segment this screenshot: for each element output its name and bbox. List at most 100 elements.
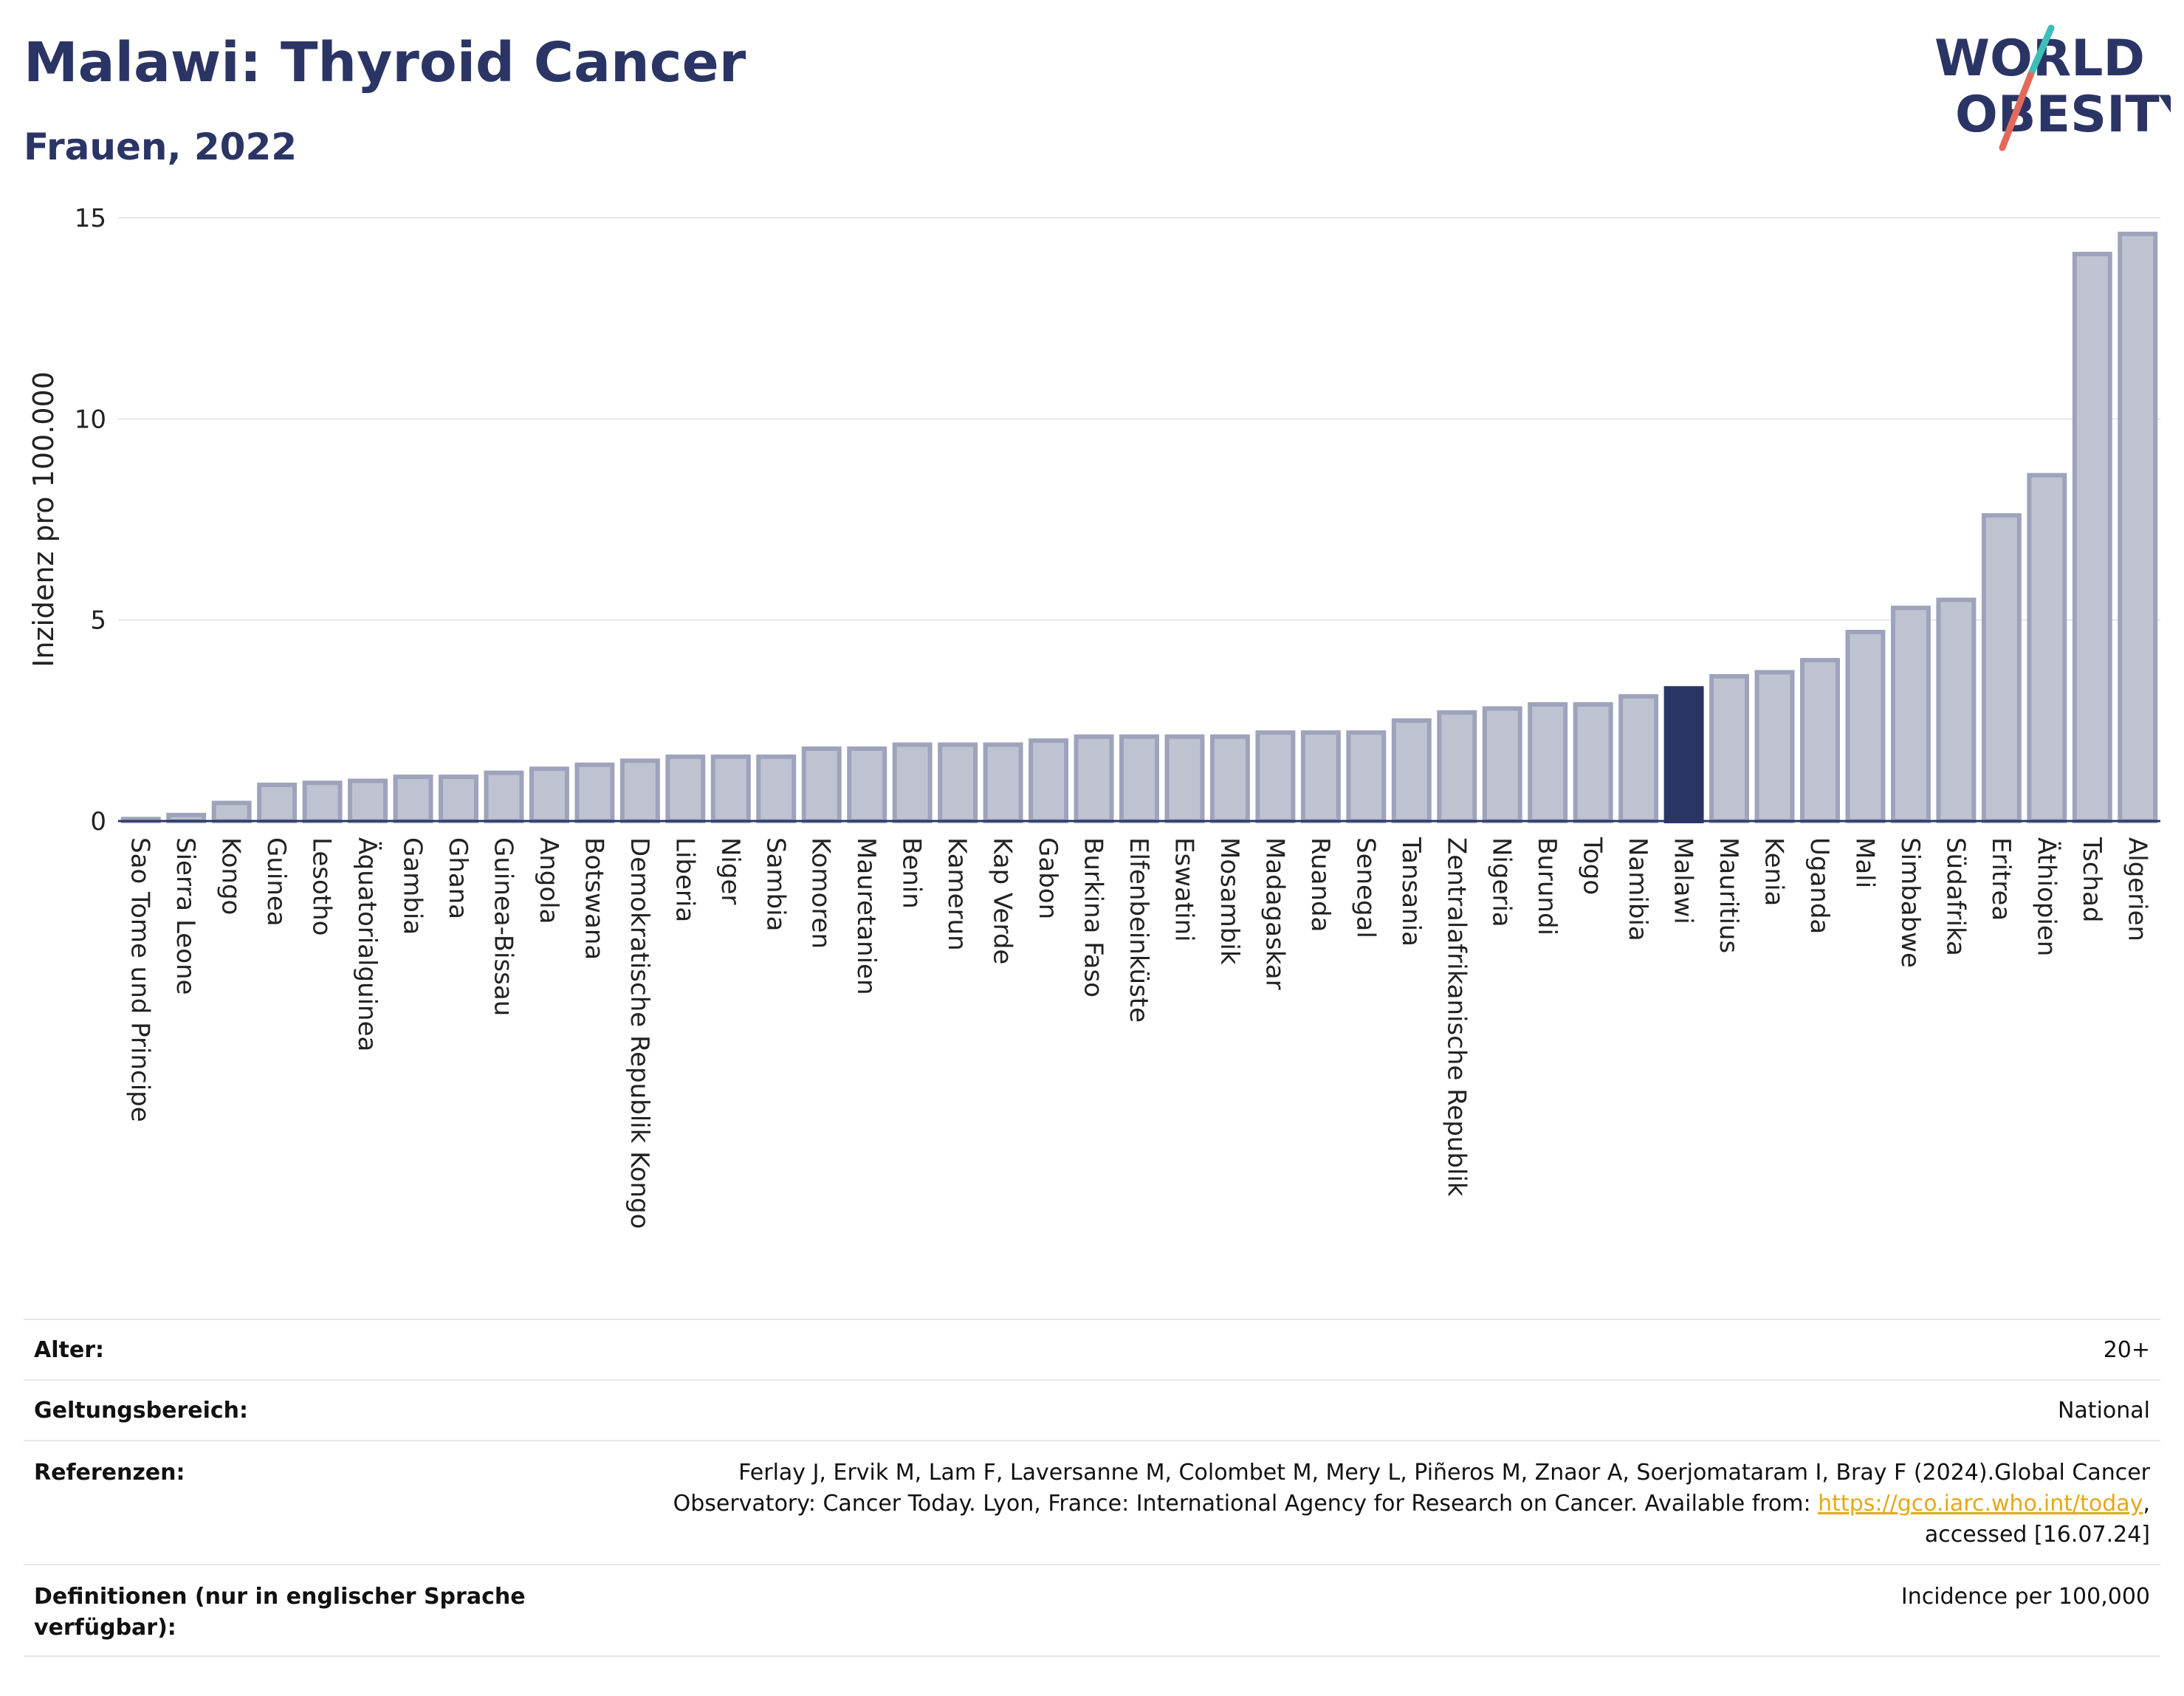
meta-label-scope: Geltungsbereich: [34, 1398, 249, 1424]
bar [1528, 702, 1568, 824]
bar [302, 780, 343, 824]
meta-value-age: 20+ [2103, 1337, 2150, 1363]
bar [1482, 706, 1522, 824]
reference-link[interactable]: https://gco.iarc.who.int/today [1818, 1491, 2143, 1517]
meta-row-references: Referenzen: Ferlay J, Ervik M, Lam F, La… [24, 1440, 2160, 1565]
bar [529, 766, 569, 824]
meta-row-scope: Geltungsbereich: National [24, 1379, 2160, 1441]
logo-slash-teal [2027, 24, 2055, 79]
bar [938, 742, 978, 823]
bar [847, 746, 887, 824]
y-tick-label: 15 [75, 204, 106, 233]
y-tick-label: 10 [75, 405, 106, 434]
x-tick-label: Guinea [261, 837, 291, 927]
bar [1209, 734, 1250, 823]
x-tick-label: Eritrea [1986, 837, 2016, 921]
x-tick-label: Äquatorialguinea [352, 837, 382, 1051]
bar [1845, 630, 1886, 823]
x-tick-label: Nigeria [1487, 837, 1517, 927]
bar [710, 754, 751, 824]
meta-row-age: Alter: 20+ [24, 1319, 2160, 1381]
x-tick-label: Kamerun [942, 837, 972, 951]
meta-value-references: Ferlay J, Ervik M, Lam F, Laversanne M, … [673, 1458, 2150, 1551]
bar [574, 762, 615, 824]
bar [619, 758, 660, 824]
x-tick-label: Kenia [1759, 837, 1789, 906]
bar [1164, 734, 1205, 823]
bar [1119, 734, 1159, 823]
bar [1437, 710, 1477, 823]
bar [1936, 597, 1977, 824]
x-tick-label: Gabon [1033, 837, 1062, 919]
bar [756, 754, 797, 824]
bar [257, 782, 298, 823]
x-tick-label: Zentralafrikanische Republik [1441, 837, 1471, 1197]
bar [1074, 734, 1114, 823]
x-tick-label: Ruanda [1305, 837, 1335, 932]
x-tick-label: Guinea-Bissau [488, 837, 518, 1016]
bar [1573, 702, 1613, 824]
bar [1300, 730, 1341, 824]
x-tick-label: Botswana [579, 837, 608, 960]
bar [484, 770, 524, 824]
bar [1981, 513, 2022, 823]
bar [1754, 670, 1795, 823]
logo-slash-red [1999, 72, 2034, 151]
bar-highlight [1663, 686, 1704, 824]
x-tick-label: Senegal [1350, 837, 1380, 938]
meta-value-definitions: Incidence per 100,000 [1900, 1584, 2150, 1610]
meta-label-definitions: Definitionen (nur in englischer Sprache … [34, 1582, 526, 1644]
bar [439, 775, 478, 824]
x-tick-label: Ghana [443, 837, 473, 919]
meta-label-references: Referenzen: [34, 1460, 185, 1486]
bar [348, 778, 388, 823]
bar [1255, 730, 1296, 824]
y-tick-label: 5 [90, 606, 106, 636]
x-tick-label: Algerien [2122, 837, 2152, 941]
reference-line-3: accessed [16.07.24] [1924, 1522, 2150, 1548]
reference-line-2: Observatory: Cancer Today. Lyon, France:… [673, 1489, 2150, 1520]
x-tick-label: Burkina Faso [1079, 837, 1108, 998]
bar [211, 800, 252, 823]
x-tick-label: Tschad [2077, 837, 2106, 923]
bar [1709, 673, 1750, 823]
x-tick-label: Südafrika [1940, 837, 1970, 956]
bar [665, 754, 706, 824]
bar [1800, 658, 1840, 824]
bar [2118, 231, 2158, 823]
bar-chart: 0 5 10 15 Inzidenz pro 100.000 Sao Tome und P… [27, 204, 2160, 1229]
x-tick-label: Tansania [1396, 837, 1426, 947]
bar [1029, 738, 1069, 823]
x-tick-label: Uganda [1804, 837, 1834, 934]
logo-line2: OBESITY [1955, 86, 2171, 144]
bar [1890, 605, 1931, 823]
x-tick-label: Malawi [1669, 837, 1698, 924]
x-tick-label: Elfenbeinküste [1124, 837, 1153, 1023]
reference-line-1: Ferlay J, Ervik M, Lam F, Laversanne M, … [738, 1460, 2150, 1486]
x-tick-label: Burundi [1532, 837, 1562, 935]
meta-bottom-border [24, 1655, 2160, 1657]
x-tick-label: Mali [1850, 837, 1879, 888]
x-tick-label: Kongo [216, 837, 246, 915]
x-tick-label: Mauretanien [851, 837, 881, 995]
y-tick-label: 0 [90, 807, 106, 837]
x-tick-label: Eswatini [1169, 837, 1198, 942]
x-tick-label: Sao Tome und Principe [126, 837, 155, 1122]
reference-link-suffix: , [2143, 1491, 2150, 1517]
bar [892, 742, 933, 823]
metadata-table: Alter: 20+ Geltungsbereich: National Ref… [24, 1319, 2160, 1658]
bar [393, 775, 433, 824]
bar [1618, 694, 1659, 823]
bar [2072, 252, 2112, 823]
definitions-label-line-1: Definitionen (nur in englischer Sprache [34, 1584, 526, 1610]
definitions-label-line-2: verfügbar): [34, 1615, 176, 1641]
x-tick-label: Gambia [398, 837, 427, 935]
bar [2027, 473, 2067, 823]
x-tick-label: Lesotho [307, 837, 337, 935]
x-tick-label: Namibia [1623, 837, 1652, 941]
x-tick-label: Togo [1578, 837, 1607, 895]
y-axis-label: Inzidenz pro 100.000 [27, 371, 60, 667]
x-tick-label: Sambia [760, 837, 790, 931]
page-subtitle: Frauen, 2022 [24, 126, 298, 168]
x-tick-label: Liberia [670, 837, 699, 922]
